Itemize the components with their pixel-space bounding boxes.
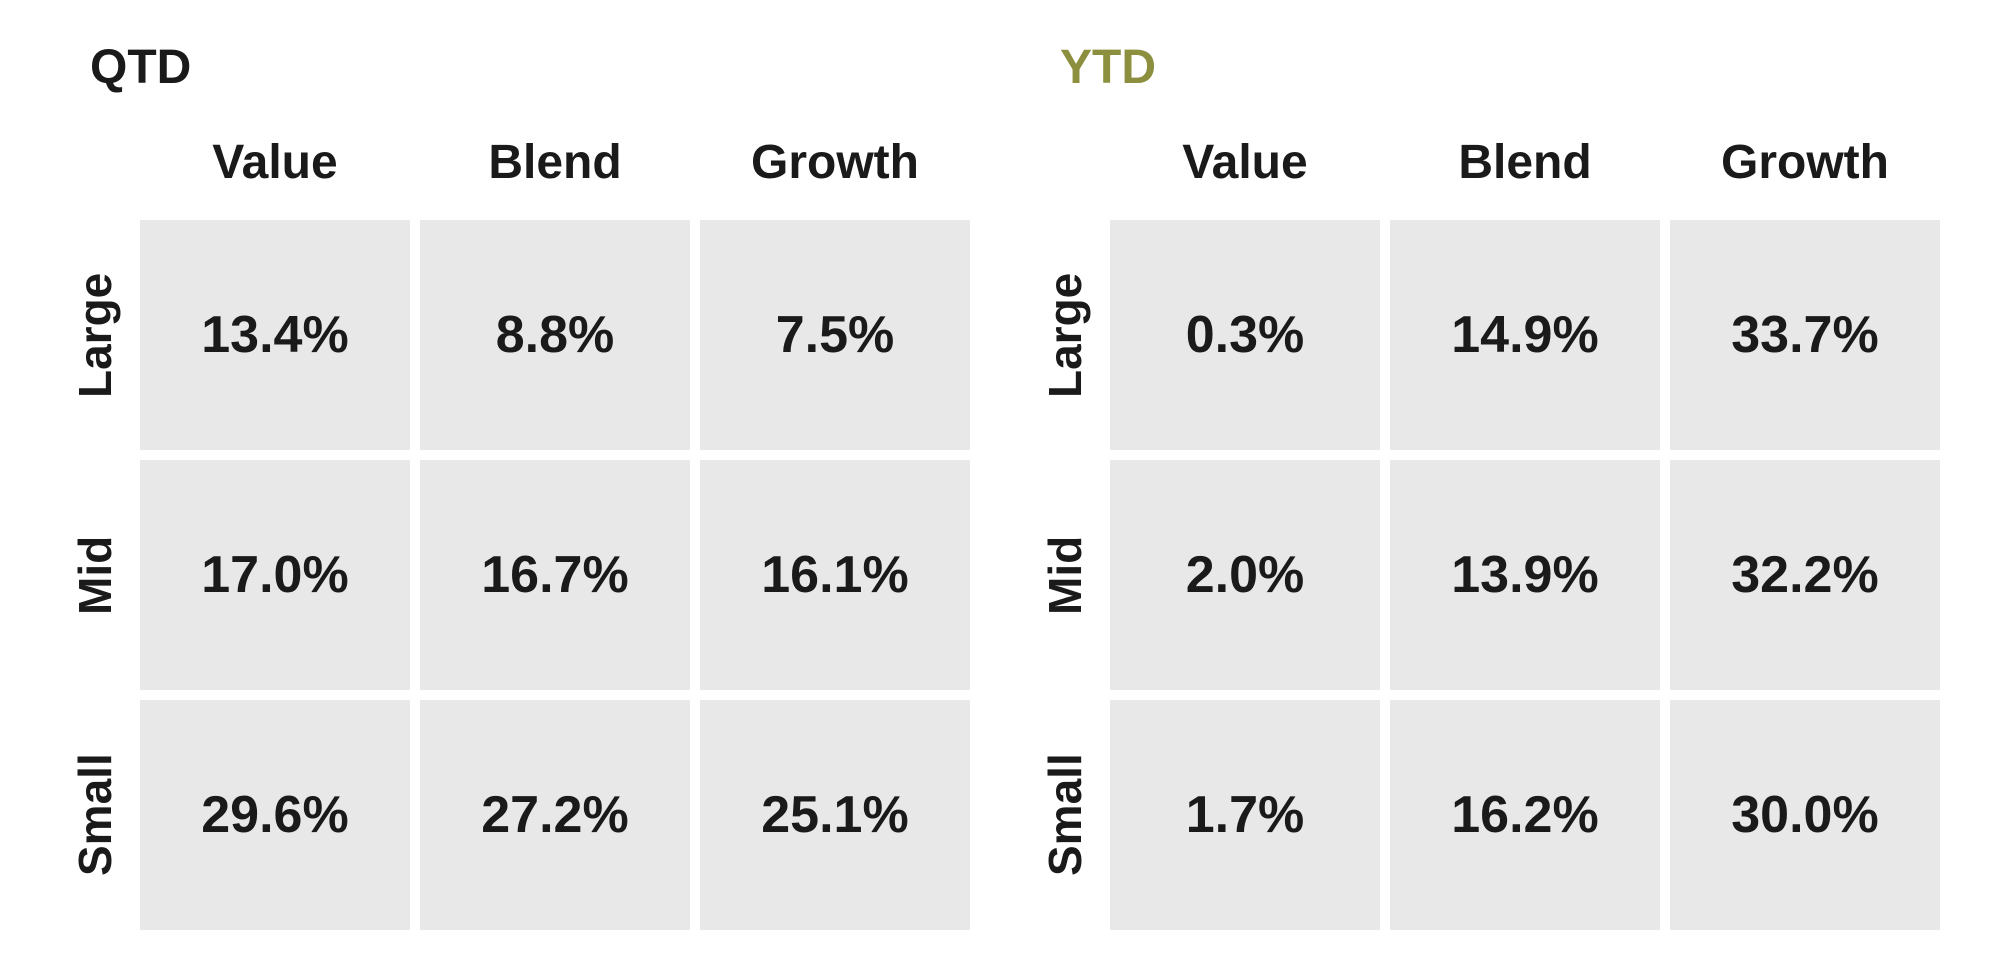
style-box-tables: QTD Value Blend Growth Large 13.4% 8.8% …	[0, 0, 2000, 964]
row-label-small: Small	[1030, 700, 1100, 930]
cell-qtd-mid-growth: 16.1%	[700, 460, 970, 690]
cell-ytd-small-blend: 16.2%	[1390, 700, 1660, 930]
cell-qtd-large-blend: 8.8%	[420, 220, 690, 450]
row-label-mid: Mid	[1030, 460, 1100, 690]
cell-qtd-small-growth: 25.1%	[700, 700, 970, 930]
col-header-growth: Growth	[1670, 123, 1940, 210]
panel-qtd: QTD Value Blend Growth Large 13.4% 8.8% …	[60, 40, 970, 924]
cell-ytd-mid-value: 2.0%	[1110, 460, 1380, 690]
grid-corner	[1030, 123, 1100, 210]
cell-qtd-small-value: 29.6%	[140, 700, 410, 930]
panel-title-ytd: YTD	[1060, 40, 1940, 95]
cell-qtd-mid-blend: 16.7%	[420, 460, 690, 690]
cell-ytd-large-blend: 14.9%	[1390, 220, 1660, 450]
grid-ytd: Value Blend Growth Large 0.3% 14.9% 33.7…	[1030, 123, 1940, 930]
col-header-blend: Blend	[1390, 123, 1660, 210]
cell-qtd-mid-value: 17.0%	[140, 460, 410, 690]
cell-ytd-mid-blend: 13.9%	[1390, 460, 1660, 690]
panel-title-qtd: QTD	[90, 40, 970, 95]
cell-qtd-small-blend: 27.2%	[420, 700, 690, 930]
cell-qtd-large-value: 13.4%	[140, 220, 410, 450]
cell-qtd-large-growth: 7.5%	[700, 220, 970, 450]
panel-ytd: YTD Value Blend Growth Large 0.3% 14.9% …	[1030, 40, 1940, 924]
col-header-value: Value	[1110, 123, 1380, 210]
cell-ytd-small-value: 1.7%	[1110, 700, 1380, 930]
grid-qtd: Value Blend Growth Large 13.4% 8.8% 7.5%…	[60, 123, 970, 930]
cell-ytd-small-growth: 30.0%	[1670, 700, 1940, 930]
row-label-small: Small	[60, 700, 130, 930]
cell-ytd-mid-growth: 32.2%	[1670, 460, 1940, 690]
row-label-large: Large	[60, 220, 130, 450]
cell-ytd-large-value: 0.3%	[1110, 220, 1380, 450]
col-header-value: Value	[140, 123, 410, 210]
grid-corner	[60, 123, 130, 210]
row-label-large: Large	[1030, 220, 1100, 450]
col-header-growth: Growth	[700, 123, 970, 210]
row-label-mid: Mid	[60, 460, 130, 690]
col-header-blend: Blend	[420, 123, 690, 210]
cell-ytd-large-growth: 33.7%	[1670, 220, 1940, 450]
